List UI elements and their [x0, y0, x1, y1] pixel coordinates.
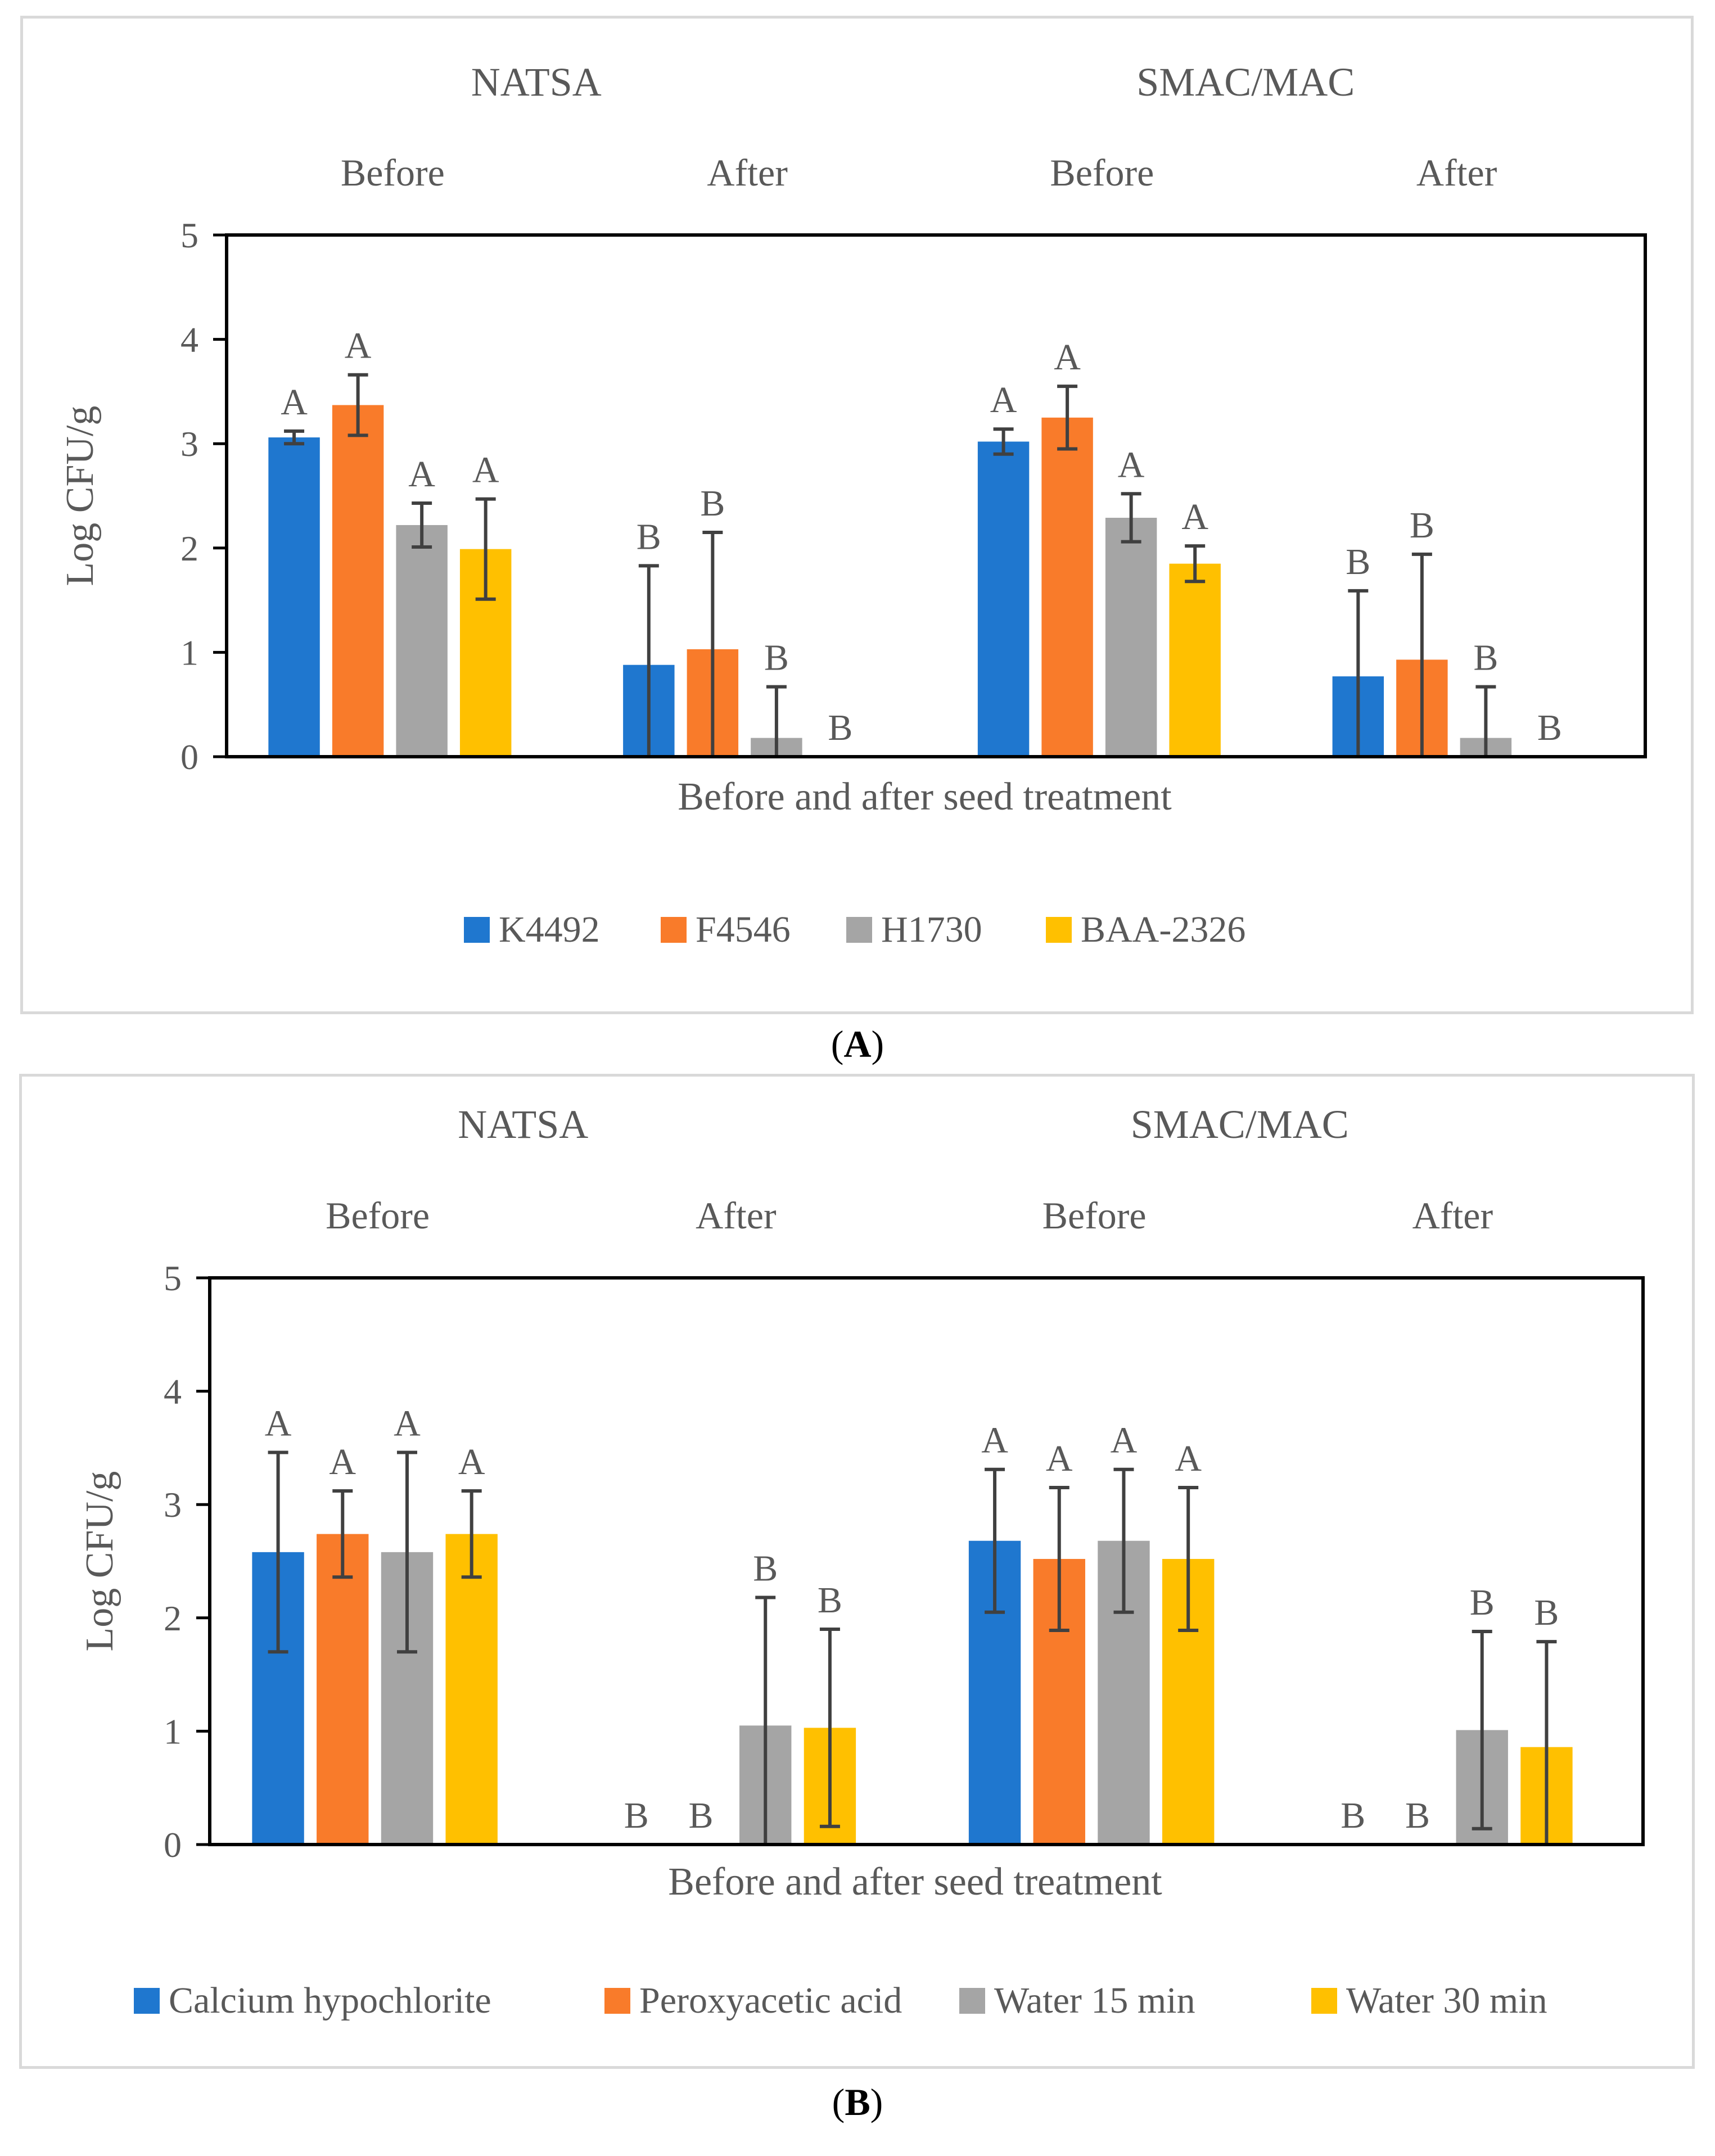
- significance-letter: A: [265, 1403, 292, 1444]
- significance-letter: B: [1470, 1582, 1495, 1623]
- legend-swatch: [134, 1988, 160, 2014]
- y-tick-label: 3: [180, 424, 198, 464]
- category-label: After: [707, 151, 788, 194]
- legend-label: K4492: [499, 909, 600, 950]
- significance-letter: A: [345, 326, 372, 367]
- y-axis-label: Log CFU/g: [78, 1471, 121, 1652]
- category-label: Before: [341, 151, 445, 194]
- significance-letter: B: [764, 638, 789, 679]
- significance-letter: A: [990, 379, 1017, 421]
- legend-label: Water 15 min: [994, 1980, 1195, 2021]
- y-tick-label: 4: [180, 320, 198, 360]
- significance-letter: B: [818, 1580, 842, 1621]
- plot-area: [208, 1276, 1645, 1846]
- plot-area: [225, 233, 1647, 758]
- category-label: After: [1412, 1194, 1493, 1237]
- legend-swatch: [846, 917, 872, 943]
- bar: [268, 437, 320, 757]
- significance-letter: B: [1537, 707, 1562, 748]
- legend-label: Water 30 min: [1346, 1980, 1547, 2021]
- significance-letter: B: [624, 1795, 649, 1836]
- y-tick-label: 0: [164, 1825, 182, 1865]
- bar: [332, 405, 384, 757]
- y-tick-label: 1: [164, 1711, 182, 1751]
- significance-letter: B: [828, 707, 852, 748]
- bar: [1169, 563, 1221, 757]
- y-axis-label: Log CFU/g: [58, 406, 102, 586]
- y-tick-label: 2: [164, 1598, 182, 1638]
- legend-label: Peroxyacetic acid: [639, 1980, 902, 2021]
- significance-letter: A: [1181, 496, 1208, 537]
- significance-letter: A: [281, 382, 308, 423]
- y-tick-label: 1: [180, 632, 198, 672]
- group-label: SMAC/MAC: [1131, 1102, 1349, 1147]
- legend-swatch: [1046, 917, 1072, 943]
- y-tick-label: 5: [180, 215, 198, 255]
- y-tick-label: 3: [164, 1485, 182, 1525]
- significance-letter: A: [472, 450, 499, 491]
- chart-a: 0 1 2 3 4 5 Log CFU/g NATSA SMAC/MAC Before After B…: [58, 60, 1647, 950]
- bar: [1105, 517, 1157, 757]
- category-label: After: [1416, 151, 1497, 194]
- chart-b: 0 1 2 3 4 5 Log CFU/g NATSA SMAC/MAC Before After B…: [78, 1102, 1645, 2021]
- significance-letter: A: [1175, 1438, 1202, 1479]
- category-label: Before: [1050, 151, 1154, 194]
- x-axis-label: Before and after seed treatment: [678, 775, 1172, 819]
- significance-letter: A: [1054, 337, 1081, 378]
- caption-a: (A): [831, 1023, 884, 1065]
- legend-swatch: [464, 917, 490, 943]
- significance-letter: B: [1473, 638, 1498, 679]
- caption-b: (B): [832, 2081, 883, 2123]
- significance-letter: B: [700, 483, 725, 524]
- significance-letter: B: [689, 1795, 714, 1836]
- significance-letter: B: [753, 1548, 778, 1589]
- bar: [1041, 417, 1093, 757]
- bar: [977, 441, 1030, 757]
- legend-swatch: [604, 1988, 630, 2014]
- significance-letter: A: [1118, 444, 1145, 485]
- legend-label: H1730: [881, 909, 982, 950]
- significance-letter: A: [1046, 1438, 1073, 1479]
- group-label: NATSA: [458, 1102, 588, 1147]
- category-label: Before: [1042, 1194, 1147, 1237]
- significance-letter: B: [1534, 1592, 1559, 1633]
- y-tick-label: 4: [164, 1372, 182, 1412]
- group-label: SMAC/MAC: [1136, 60, 1355, 105]
- legend-swatch: [1311, 1988, 1337, 2014]
- y-tick-label: 2: [180, 528, 198, 568]
- bar: [445, 1534, 498, 1845]
- significance-letter: B: [1405, 1795, 1430, 1836]
- y-tick-label: 5: [164, 1258, 182, 1298]
- significance-letter: B: [637, 516, 661, 557]
- bar: [396, 525, 448, 757]
- legend-label: BAA-2326: [1081, 909, 1245, 950]
- significance-letter: B: [1346, 541, 1370, 582]
- significance-letter: B: [1410, 505, 1434, 546]
- group-label: NATSA: [471, 60, 602, 105]
- significance-letter: A: [408, 454, 435, 495]
- legend-swatch: [959, 1988, 985, 2014]
- significance-letter: A: [458, 1441, 485, 1482]
- significance-letter: A: [981, 1420, 1008, 1461]
- significance-letter: A: [329, 1441, 356, 1482]
- category-label: After: [696, 1194, 777, 1237]
- y-tick-label: 0: [180, 737, 198, 777]
- legend-label: F4546: [696, 909, 791, 950]
- significance-letter: B: [1341, 1795, 1365, 1836]
- x-axis-label: Before and after seed treatment: [668, 1860, 1162, 1904]
- legend-swatch: [661, 917, 687, 943]
- significance-letter: A: [394, 1403, 421, 1444]
- significance-letter: A: [1111, 1420, 1138, 1461]
- category-label: Before: [326, 1194, 430, 1237]
- legend-label: Calcium hypochlorite: [169, 1980, 491, 2021]
- bar: [317, 1534, 369, 1845]
